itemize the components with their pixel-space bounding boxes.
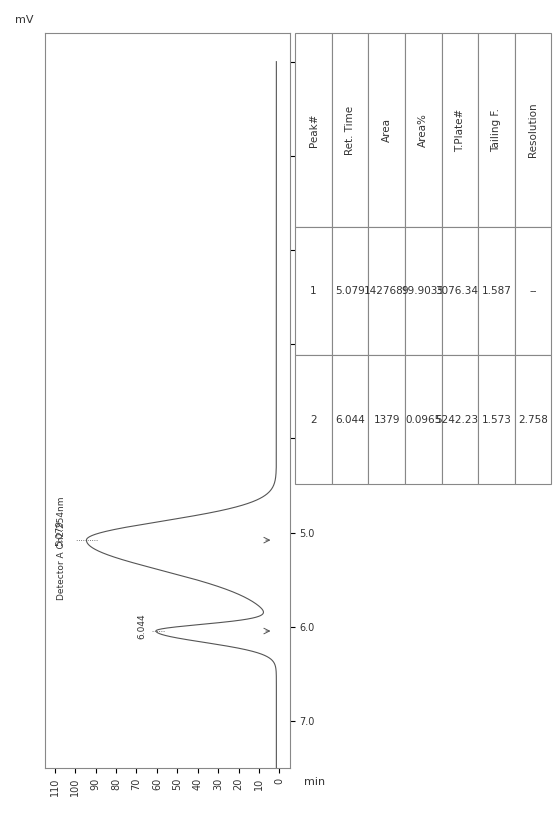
- Text: 5.079: 5.079: [55, 519, 65, 545]
- Text: Detector A Ch2:254nm: Detector A Ch2:254nm: [57, 496, 66, 600]
- Text: mV: mV: [15, 14, 33, 24]
- Text: 6.044: 6.044: [137, 614, 146, 639]
- Text: min: min: [304, 777, 325, 787]
